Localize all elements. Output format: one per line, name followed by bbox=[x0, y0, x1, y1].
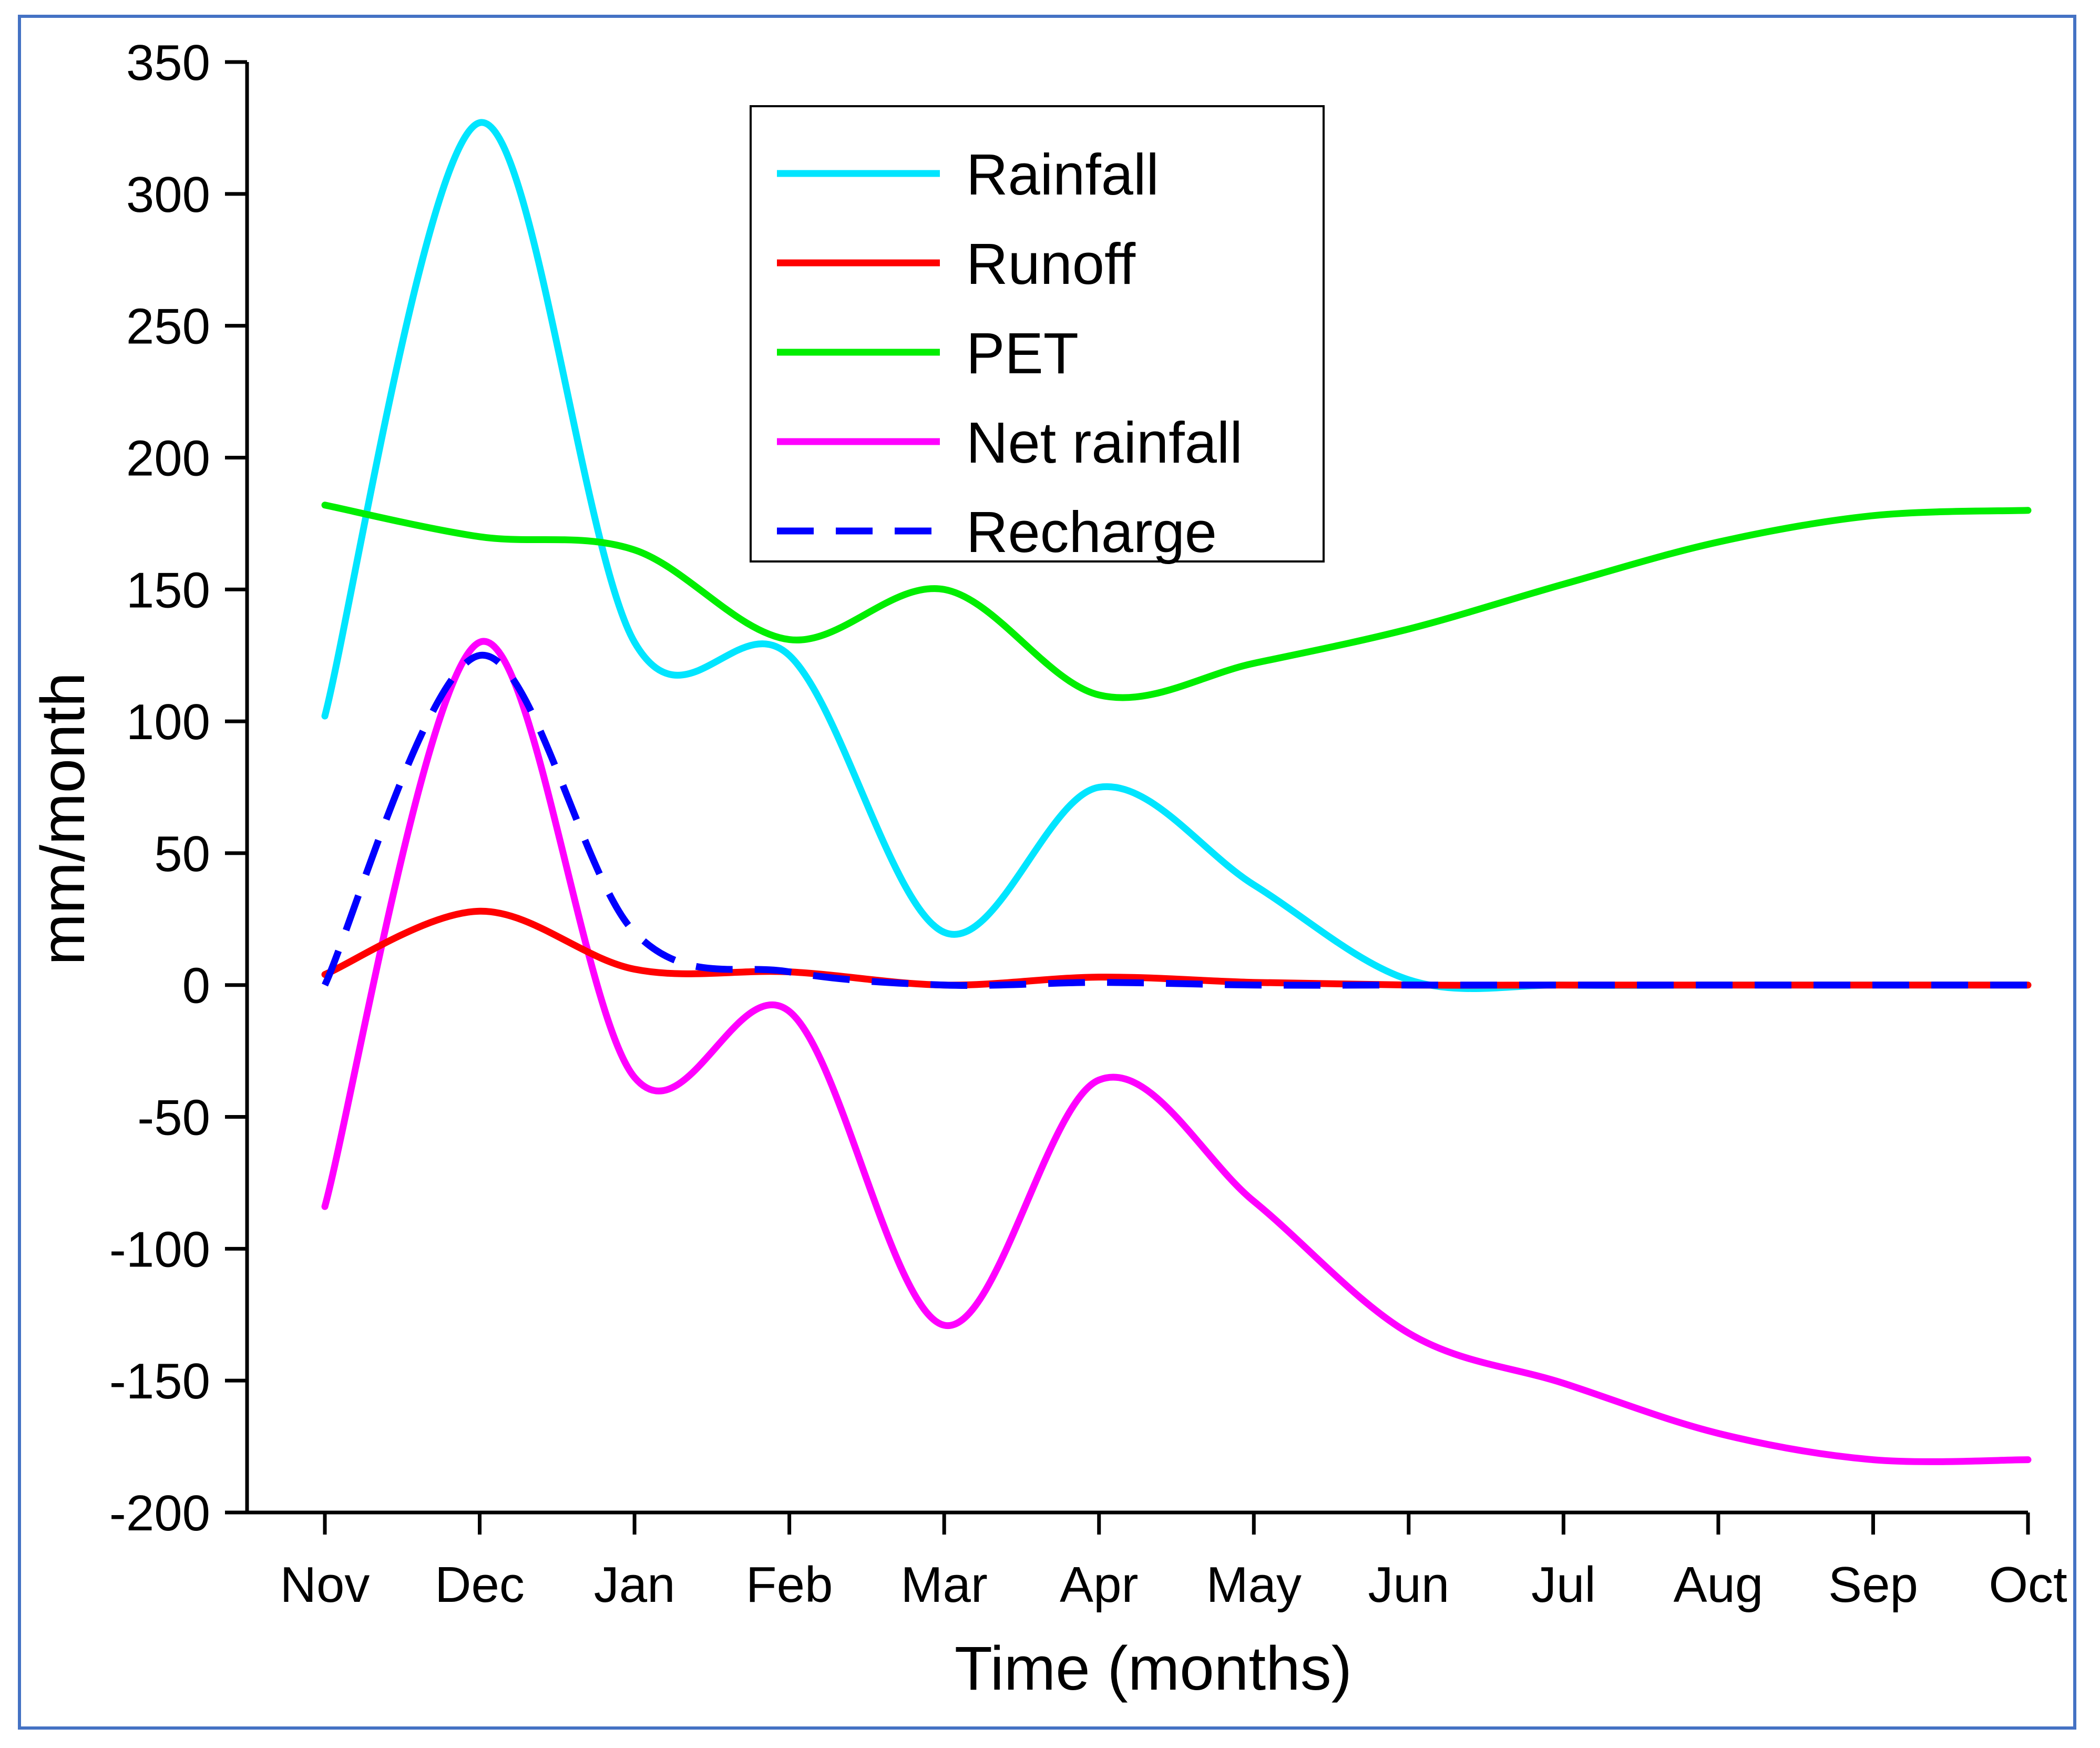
legend: Rainfall Runoff PET Net rainfall Recharge bbox=[750, 105, 1325, 565]
y-tick-label: -200 bbox=[109, 1485, 210, 1541]
y-tick-label: 200 bbox=[126, 430, 210, 486]
y-tick-label: -100 bbox=[109, 1221, 210, 1277]
y-tick-label: 150 bbox=[126, 562, 210, 618]
x-tick-label: Jul bbox=[1531, 1557, 1596, 1613]
y-axis-title: mm/month bbox=[28, 672, 98, 965]
line-chart: -200 -150 -100 -50 0 50 100 150 200 250 300 350 Nov… bbox=[28, 35, 2067, 1703]
x-tick-label: May bbox=[1206, 1557, 1302, 1613]
x-ticks: Nov Dec Jan Feb Mar Apr May Jun Jul Aug Sep Oct bbox=[280, 1512, 2067, 1613]
y-tick-label: -150 bbox=[109, 1353, 210, 1409]
y-tick-label: 0 bbox=[182, 958, 210, 1014]
axes bbox=[245, 62, 2028, 1515]
series-line-pet bbox=[321, 502, 2032, 701]
x-tick-label: Aug bbox=[1674, 1557, 1764, 1613]
x-tick-label: Jun bbox=[1368, 1557, 1449, 1613]
series-line-runoff bbox=[321, 907, 2032, 989]
y-tick-label: 250 bbox=[126, 299, 210, 355]
legend-label: Recharge bbox=[966, 500, 1217, 565]
series-lines bbox=[321, 119, 2032, 1465]
chart-frame: -200 -150 -100 -50 0 50 100 150 200 250 300 350 Nov… bbox=[18, 15, 2076, 1730]
x-tick-label: Sep bbox=[1828, 1557, 1918, 1613]
legend-label: Net rainfall bbox=[966, 411, 1243, 475]
y-tick-label: 100 bbox=[126, 694, 210, 750]
legend-label: Runoff bbox=[966, 232, 1136, 297]
y-ticks: -200 -150 -100 -50 0 50 100 150 200 250 300 350 bbox=[109, 35, 247, 1541]
x-tick-label: Feb bbox=[746, 1557, 833, 1613]
legend-box bbox=[750, 105, 1325, 563]
x-tick-label: Nov bbox=[280, 1557, 370, 1613]
y-tick-label: 300 bbox=[126, 167, 210, 223]
series-line-recharge bbox=[322, 652, 2028, 989]
x-tick-label: Jan bbox=[594, 1557, 675, 1613]
legend-label: Rainfall bbox=[966, 142, 1159, 207]
series-line-net-rainfall bbox=[321, 638, 2032, 1465]
x-tick-label: Oct bbox=[1989, 1557, 2067, 1613]
x-tick-label: Mar bbox=[901, 1557, 988, 1613]
y-tick-label: 350 bbox=[126, 35, 210, 91]
y-tick-label: -50 bbox=[137, 1090, 210, 1146]
x-tick-label: Dec bbox=[435, 1557, 525, 1613]
x-tick-label: Apr bbox=[1060, 1557, 1138, 1613]
legend-label: PET bbox=[966, 321, 1079, 386]
x-axis-title: Time (months) bbox=[955, 1634, 1352, 1703]
y-tick-label: 50 bbox=[154, 826, 210, 882]
